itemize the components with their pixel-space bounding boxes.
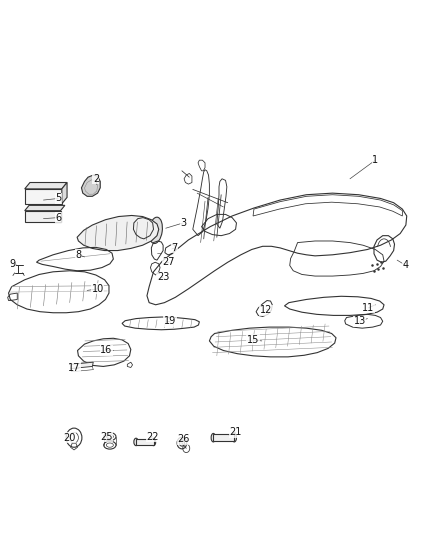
Text: 11: 11 <box>362 303 374 313</box>
Text: 21: 21 <box>230 427 242 438</box>
Text: 9: 9 <box>10 259 16 269</box>
Polygon shape <box>77 215 159 251</box>
Text: 20: 20 <box>64 433 76 443</box>
Text: 22: 22 <box>146 432 159 442</box>
Text: 26: 26 <box>177 434 189 445</box>
Text: 7: 7 <box>171 243 177 253</box>
Polygon shape <box>25 182 67 189</box>
Polygon shape <box>81 175 100 196</box>
Ellipse shape <box>222 435 226 440</box>
Ellipse shape <box>232 433 237 442</box>
Text: 17: 17 <box>68 362 80 373</box>
Text: 2: 2 <box>93 174 99 184</box>
Text: 13: 13 <box>353 316 366 326</box>
Text: 4: 4 <box>403 261 409 270</box>
Text: 23: 23 <box>157 272 170 282</box>
Text: 15: 15 <box>247 335 259 345</box>
Ellipse shape <box>211 433 215 442</box>
Ellipse shape <box>134 438 138 446</box>
Ellipse shape <box>149 217 162 244</box>
Text: 27: 27 <box>162 257 175 267</box>
Text: 1: 1 <box>372 155 378 165</box>
Text: 8: 8 <box>75 250 81 260</box>
Polygon shape <box>62 182 67 204</box>
Text: 5: 5 <box>55 193 61 204</box>
Ellipse shape <box>179 440 184 446</box>
Polygon shape <box>25 211 60 222</box>
Text: 16: 16 <box>100 345 113 356</box>
Polygon shape <box>136 439 153 445</box>
Polygon shape <box>25 205 65 211</box>
Ellipse shape <box>151 438 155 446</box>
Polygon shape <box>71 362 93 368</box>
Polygon shape <box>25 189 62 204</box>
Text: 12: 12 <box>260 305 272 315</box>
Text: 19: 19 <box>164 316 176 326</box>
Text: 3: 3 <box>180 218 186 228</box>
Text: 10: 10 <box>92 284 104 294</box>
Text: 6: 6 <box>55 213 61 223</box>
Text: 25: 25 <box>100 432 113 442</box>
Polygon shape <box>213 434 234 441</box>
